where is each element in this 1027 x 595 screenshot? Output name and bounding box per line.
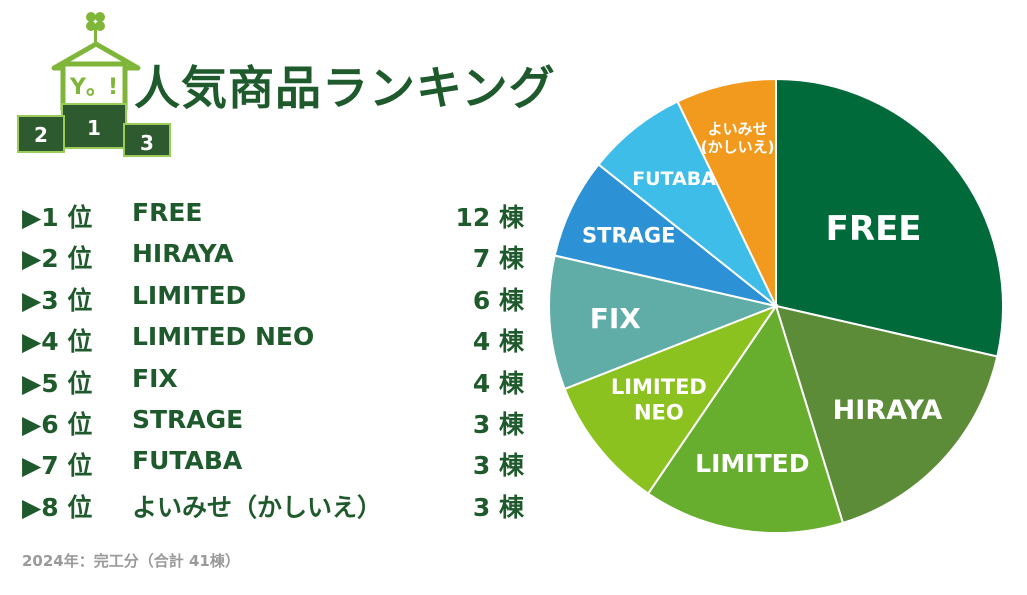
rank-position: ▶1 位 <box>22 203 93 232</box>
rank-count: 3 棟 <box>472 451 524 481</box>
pie-slice-label: FUTABA <box>632 168 716 190</box>
logo-face: Y。! <box>69 75 118 100</box>
rank-position: ▶8 位 <box>22 492 93 522</box>
rank-product-name: FIX <box>132 363 178 393</box>
pie-slice <box>774 304 999 525</box>
rank-count: 12 棟 <box>455 203 525 232</box>
rank-product-name: LIMITED <box>132 280 247 310</box>
ranking-row: ▶1 位 FREE 12 棟 <box>22 194 542 235</box>
pie-chart: FREE HIRAYA LIMITED LIMITED NEO FIX STRAGE FUTA… <box>548 77 1004 534</box>
rank-product-name: FUTABA <box>132 446 243 476</box>
rank-count: 4 棟 <box>472 327 524 357</box>
pie-slice-label: STRAGE <box>582 223 675 247</box>
rank-position: ▶4 位 <box>22 327 93 357</box>
rank-position: ▶3 位 <box>22 285 93 315</box>
pie-slice <box>775 77 1004 358</box>
rank-count: 3 棟 <box>472 492 524 522</box>
rank-count: 3 棟 <box>472 409 524 439</box>
pie-slice <box>553 163 777 307</box>
podium-number-1: 1 <box>87 116 101 140</box>
ranking-row: ▶4 位 LIMITED NEO 4 棟 <box>22 318 542 359</box>
rank-product-name: STRAGE <box>132 404 244 434</box>
pie-slice-label: FREE <box>826 209 922 249</box>
ranking-row: ▶5 位 FIX 4 棟 <box>22 360 542 401</box>
ranking-list: ▶1 位 FREE 12 棟 ▶2 位 HIRAYA 7 棟 ▶3 位 LIMI… <box>22 194 542 525</box>
ranking-row: ▶6 位 STRAGE 3 棟 <box>22 401 542 442</box>
ranking-row: ▶2 位 HIRAYA 7 棟 <box>22 235 542 276</box>
ranking-row: ▶3 位 LIMITED 6 棟 <box>22 277 542 318</box>
rank-product-name: FREE <box>132 198 203 227</box>
rank-position: ▶6 位 <box>22 409 93 439</box>
rank-product-name: LIMITED NEO <box>132 322 315 352</box>
house-icon: Y。! <box>51 41 141 111</box>
pie-labels: FREE HIRAYA LIMITED LIMITED NEO FIX STRAGE FUTA… <box>582 120 942 478</box>
pie-slice-label: FIX <box>590 302 642 335</box>
podium-number-2: 2 <box>34 123 48 147</box>
ranking-row: ▶7 位 FUTABA 3 棟 <box>22 442 542 483</box>
rank-position: ▶2 位 <box>22 244 93 274</box>
podium-icon: 2 1 3 <box>17 103 171 157</box>
pie-slice-label: HIRAYA <box>833 395 943 426</box>
page-title: 人気商品ランキング <box>134 61 556 115</box>
rank-count: 6 棟 <box>472 285 524 315</box>
rank-position: ▶5 位 <box>22 368 93 398</box>
rank-product-name: HIRAYA <box>132 239 234 269</box>
pie-slice <box>676 77 777 307</box>
pie-slice-label: LIMITED NEO <box>611 375 707 424</box>
pie-slice <box>646 303 845 534</box>
ranking-row: ▶8 位 よいみせ（かしいえ） 3 棟 <box>22 484 542 525</box>
rank-position: ▶7 位 <box>22 451 93 481</box>
footnote: 2024年：完工分（合計 41棟） <box>22 552 240 570</box>
pie-slice <box>548 254 780 391</box>
rank-product-name: よいみせ（かしいえ） <box>132 492 383 522</box>
pie-slices <box>548 77 1004 534</box>
pie-slice <box>563 303 779 495</box>
pie-slice-label: よいみせ(かしいえ) <box>701 120 775 156</box>
podium-number-3: 3 <box>140 131 154 155</box>
rank-count: 7 棟 <box>472 244 524 274</box>
pie-slice <box>597 100 777 307</box>
clover-icon <box>86 12 105 42</box>
ranking-logo: Y。! 2 1 3 <box>17 12 171 157</box>
pie-slice-label: LIMITED <box>695 449 809 478</box>
rank-count: 4 棟 <box>472 368 524 398</box>
